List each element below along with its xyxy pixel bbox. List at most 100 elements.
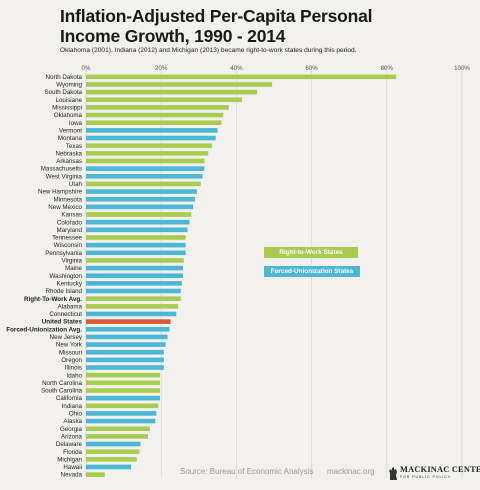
category-label: Michigan bbox=[57, 456, 82, 463]
category-label: North Carolina bbox=[42, 380, 82, 387]
bar bbox=[86, 158, 205, 164]
category-label: South Dakota bbox=[45, 89, 83, 96]
category-label: Hawaii bbox=[63, 464, 82, 471]
bar bbox=[86, 426, 150, 432]
bar bbox=[86, 372, 161, 378]
x-tick-label: 40% bbox=[230, 65, 243, 72]
bar bbox=[86, 326, 170, 332]
bar bbox=[86, 151, 209, 156]
category-label: New Mexico bbox=[48, 204, 82, 211]
x-tick-label: 60% bbox=[305, 65, 318, 72]
category-label: Rhode Island bbox=[46, 288, 83, 295]
bar bbox=[86, 120, 222, 126]
category-label: Florida bbox=[63, 449, 82, 456]
category-label: Idaho bbox=[67, 372, 83, 379]
category-label: Oregon bbox=[61, 357, 82, 364]
bar bbox=[86, 304, 179, 309]
bar bbox=[86, 196, 196, 202]
x-tick-label: 80% bbox=[381, 65, 394, 72]
x-tick-label: 0% bbox=[82, 65, 91, 72]
chart-title-line-1: Inflation-Adjusted Per-Capita Personal bbox=[60, 6, 373, 26]
category-label: Louisiane bbox=[56, 97, 83, 104]
bar bbox=[86, 288, 181, 294]
bar bbox=[86, 258, 184, 263]
bar bbox=[86, 457, 137, 462]
site-link[interactable]: mackinac.org bbox=[327, 467, 375, 476]
chart-title: Inflation-Adjusted Per-Capita Personal I… bbox=[60, 6, 373, 46]
michigan-mark-icon bbox=[389, 467, 397, 480]
category-label: West Virginia bbox=[46, 173, 83, 180]
bar bbox=[86, 89, 258, 95]
category-label: Arkansas bbox=[56, 158, 82, 165]
bar bbox=[86, 112, 224, 118]
bar bbox=[86, 411, 157, 416]
bar bbox=[86, 189, 197, 194]
category-label: Iowa bbox=[69, 120, 83, 127]
bar bbox=[86, 143, 212, 148]
category-label: Delaware bbox=[56, 441, 83, 448]
category-label: Utah bbox=[69, 181, 83, 188]
bar bbox=[86, 128, 218, 133]
category-label: Nevada bbox=[61, 472, 83, 479]
bar bbox=[86, 227, 188, 233]
category-label: Illinois bbox=[65, 365, 82, 372]
bar bbox=[86, 181, 201, 187]
bar bbox=[86, 334, 168, 340]
bar bbox=[86, 319, 171, 324]
bar bbox=[86, 472, 105, 477]
category-label: Tennessee bbox=[52, 235, 82, 242]
category-label: Oklahoma bbox=[54, 112, 83, 119]
mackinac-center-logo: MACKINAC CENTER FOR PUBLIC POLICY bbox=[388, 465, 480, 483]
category-label: Alaska bbox=[63, 418, 82, 425]
bar bbox=[86, 349, 164, 355]
category-label: Maryland bbox=[57, 227, 83, 234]
category-label: Kentucky bbox=[57, 280, 83, 287]
category-label: Georgia bbox=[60, 426, 83, 433]
x-tick-label: 100% bbox=[454, 65, 470, 72]
chart-title-line-2: Income Growth, 1990 - 2014 bbox=[60, 26, 286, 46]
category-label: North Dakota bbox=[46, 74, 83, 81]
category-label: New Jersey bbox=[50, 334, 83, 341]
source-note: Source: Bureau of Economic Analysis bbox=[180, 467, 314, 476]
bar bbox=[86, 357, 164, 363]
bar bbox=[86, 204, 194, 210]
bar bbox=[86, 380, 161, 386]
category-label: New York bbox=[56, 342, 83, 349]
category-label: Indiana bbox=[62, 403, 83, 410]
category-label: Vermont bbox=[59, 127, 82, 134]
category-label: Wisconsin bbox=[54, 242, 83, 249]
legend-forced-unionization: Forced-Unionization States bbox=[264, 266, 360, 277]
category-label: Kansas bbox=[61, 212, 82, 219]
bar bbox=[86, 365, 164, 370]
category-label: Montana bbox=[58, 135, 83, 142]
bar bbox=[86, 464, 132, 470]
bar bbox=[86, 265, 184, 271]
category-label: Connecticut bbox=[49, 311, 82, 318]
category-label: Maine bbox=[65, 265, 82, 272]
logo-wordmark: MACKINAC CENTER bbox=[400, 465, 480, 474]
category-label: Arizona bbox=[61, 433, 83, 440]
bar bbox=[86, 235, 186, 240]
bar bbox=[86, 219, 190, 225]
logo-tagline: FOR PUBLIC POLICY bbox=[400, 475, 452, 479]
bar bbox=[86, 166, 205, 171]
category-label: Minnesota bbox=[53, 196, 82, 203]
bar bbox=[86, 135, 216, 141]
bar bbox=[86, 342, 166, 347]
category-label: Nebraska bbox=[56, 150, 83, 157]
category-label: Washington bbox=[50, 273, 83, 280]
category-label: United States bbox=[42, 319, 83, 326]
category-label: Alabama bbox=[58, 303, 83, 310]
bar bbox=[86, 418, 156, 424]
category-label: New Hampshire bbox=[38, 189, 83, 196]
x-tick-label: 20% bbox=[155, 65, 168, 72]
bar bbox=[86, 449, 140, 454]
bar bbox=[86, 441, 141, 447]
chart-subtitle: Oklahoma (2001), Indiana (2012) and Mich… bbox=[60, 47, 357, 54]
category-label: Wyoming bbox=[56, 82, 82, 89]
bar bbox=[86, 296, 181, 301]
bar bbox=[86, 105, 229, 110]
category-label: Forced-Unionization Avg. bbox=[6, 326, 82, 333]
legend-right-to-work: Right-to-Work States bbox=[264, 247, 358, 258]
